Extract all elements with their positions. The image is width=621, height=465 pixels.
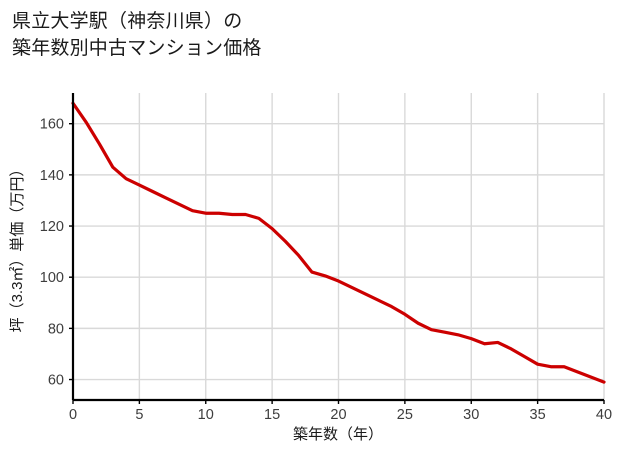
x-tick-label-15: 15 (264, 407, 280, 423)
y-tick-label-100: 100 (40, 270, 64, 286)
price-line-series (71, 101, 606, 384)
series-line-0 (71, 101, 606, 384)
y-tick-label-60: 60 (48, 373, 64, 389)
x-tick-label-30: 30 (463, 407, 479, 423)
axis-lines (69, 93, 605, 404)
x-tick-label-5: 5 (135, 407, 143, 423)
chart-title: 県立大学駅（神奈川県）の 築年数別中古マンション価格 (12, 11, 262, 59)
x-axis-title: 築年数（年） (293, 425, 383, 443)
y-axis-tick-labels: 60 80 100 120 140 160 (40, 117, 64, 389)
x-tick-label-10: 10 (198, 407, 214, 423)
x-axis-tick-labels: 0 5 10 15 20 25 30 35 40 (69, 407, 612, 423)
x-tick-label-0: 0 (69, 407, 77, 423)
y-tick-label-80: 80 (48, 321, 64, 337)
grid-lines (73, 93, 605, 400)
x-tick-label-20: 20 (330, 407, 346, 423)
x-tick-label-25: 25 (397, 407, 413, 423)
y-tick-label-140: 140 (40, 168, 64, 184)
y-tick-label-120: 120 (40, 219, 64, 235)
y-tick-label-160: 160 (40, 117, 64, 133)
y-axis-title: 坪（3.3㎡）単価（万円） (9, 162, 26, 333)
x-tick-label-40: 40 (596, 407, 612, 423)
x-tick-label-35: 35 (530, 407, 546, 423)
